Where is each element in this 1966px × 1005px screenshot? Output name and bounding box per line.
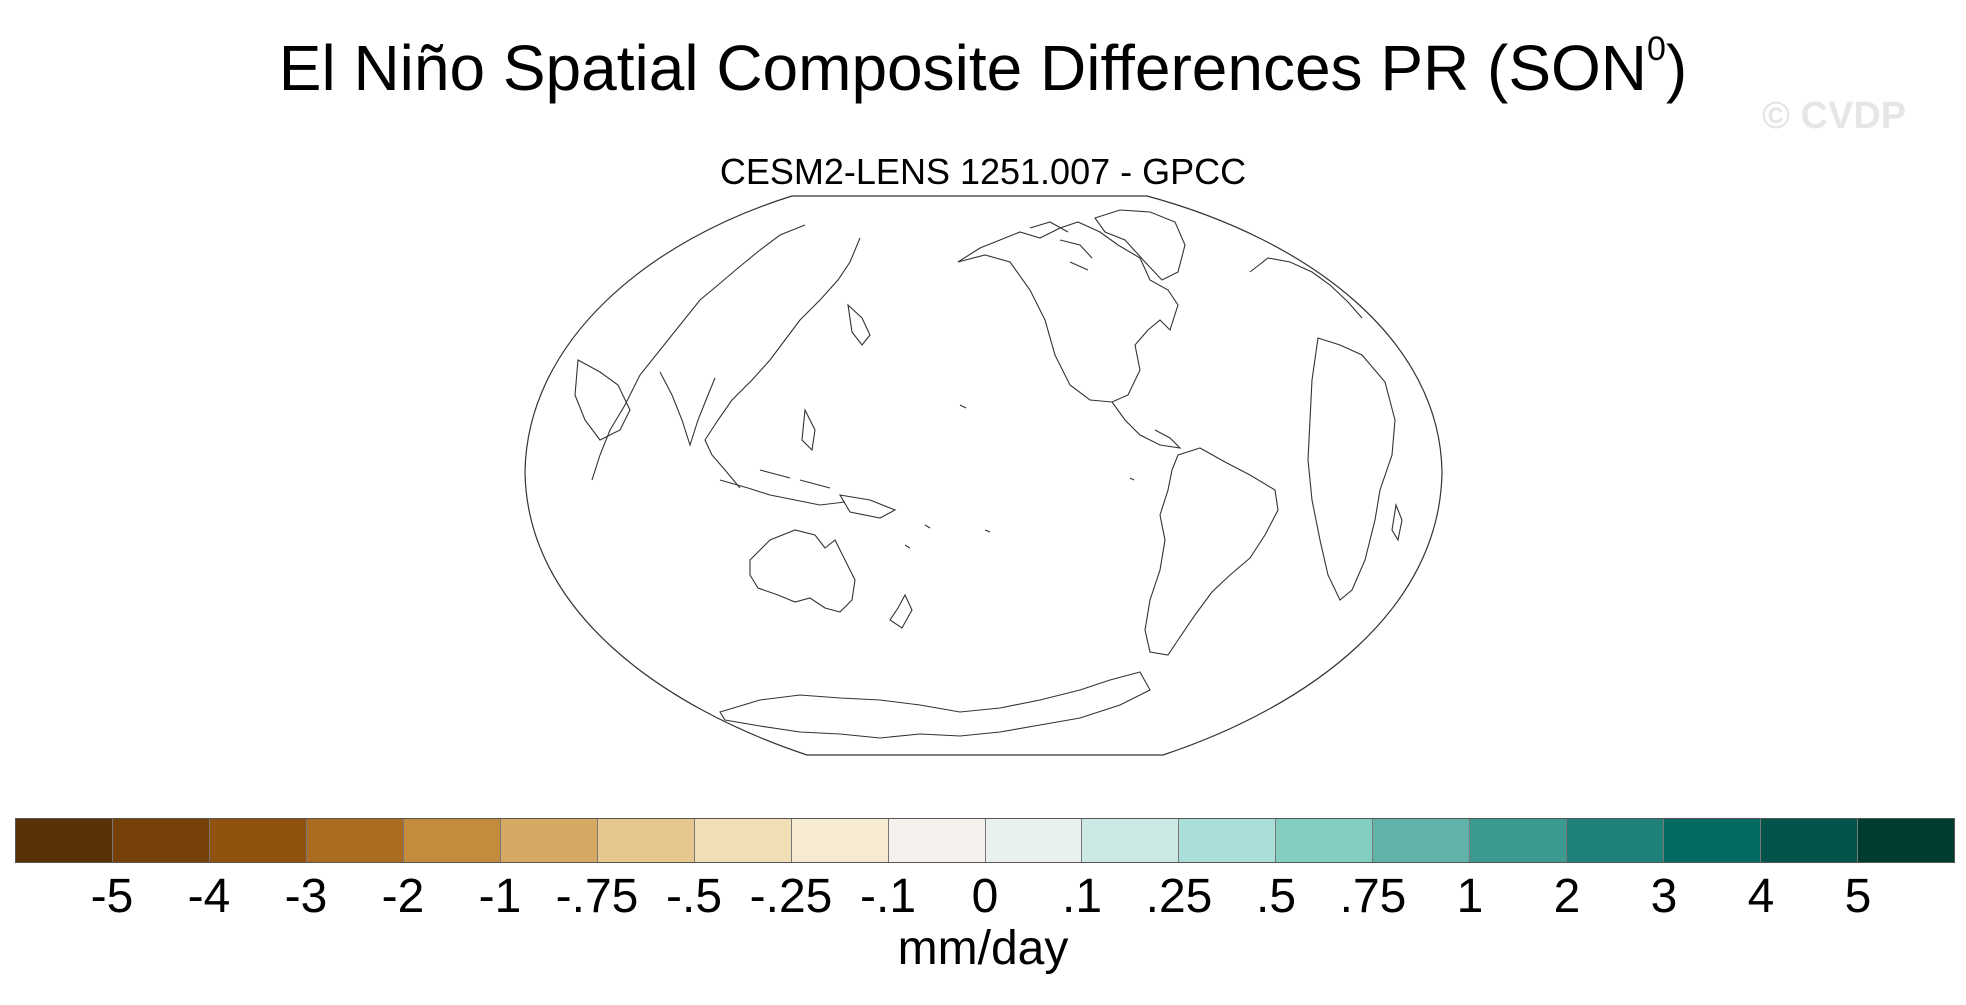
south-america-coast bbox=[1144, 447, 1279, 656]
title-main: El Niño Spatial Composite Differences PR… bbox=[278, 32, 1647, 104]
colorbar-tick-label: -.25 bbox=[749, 870, 833, 923]
map-boundary bbox=[524, 195, 1443, 756]
page-title: El Niño Spatial Composite Differences PR… bbox=[0, 30, 1966, 106]
australia-coast bbox=[749, 529, 856, 613]
colorbar-box bbox=[209, 819, 307, 862]
colorbar-box bbox=[16, 819, 113, 862]
central-america-coast bbox=[1111, 401, 1182, 449]
colorbar-tick-label: .5 bbox=[1255, 870, 1297, 923]
colorbar-tick-label: 2 bbox=[1553, 870, 1581, 923]
colorbar-box bbox=[1276, 819, 1374, 862]
colorbar-tick-label: 1 bbox=[1456, 870, 1484, 923]
colorbar-tick-label: -4 bbox=[187, 870, 231, 923]
colorbar-box bbox=[888, 819, 986, 862]
colorbar-box bbox=[1470, 819, 1568, 862]
colorbar-box bbox=[112, 819, 210, 862]
new-zealand-coast bbox=[889, 593, 913, 629]
colorbar bbox=[15, 818, 1955, 863]
colorbar-tick-label: -.5 bbox=[665, 870, 723, 923]
panel-subtitle: CESM2-LENS 1251.007 - GPCC bbox=[719, 151, 1247, 192]
pacific-islands bbox=[904, 404, 1135, 549]
colorbar-box bbox=[1082, 819, 1180, 862]
india-coast bbox=[659, 371, 716, 447]
madagascar-coast bbox=[1391, 502, 1403, 542]
colorbar-box bbox=[1179, 819, 1277, 862]
colorbar-tick-label: -3 bbox=[284, 870, 328, 923]
colorbar-box bbox=[1567, 819, 1665, 862]
cvdp-watermark: © CVDP bbox=[1762, 95, 1907, 137]
antarctica-coast bbox=[719, 671, 1151, 739]
colorbar-tick-label: -.75 bbox=[555, 870, 639, 923]
colorbar-box bbox=[791, 819, 889, 862]
africa-coast bbox=[1307, 337, 1396, 601]
colorbar-box bbox=[306, 819, 404, 862]
east-asia-coast bbox=[704, 237, 861, 489]
colorbar-tick-label: .75 bbox=[1339, 870, 1407, 923]
colorbar-box bbox=[1761, 819, 1859, 862]
new-guinea-coast bbox=[838, 494, 897, 519]
colorbar-tick-label: 5 bbox=[1844, 870, 1872, 923]
colorbar-box bbox=[1373, 819, 1471, 862]
colorbar-box bbox=[403, 819, 501, 862]
arctic-islands-coast bbox=[1029, 221, 1093, 271]
indonesia-coast bbox=[719, 469, 846, 506]
colorbar-box bbox=[597, 819, 695, 862]
colorbar-box bbox=[1858, 819, 1955, 862]
colorbar-tick-label: -5 bbox=[90, 870, 134, 923]
philippines-coast bbox=[801, 408, 816, 452]
colorbar-tick-label: .25 bbox=[1145, 870, 1213, 923]
colorbar-tick-label: -2 bbox=[381, 870, 425, 923]
asia-coast bbox=[591, 224, 806, 481]
europe-coast bbox=[1249, 257, 1363, 319]
colorbar-tick-label: .1 bbox=[1061, 870, 1103, 923]
colorbar-box bbox=[985, 819, 1083, 862]
colorbar-tick-label: -.1 bbox=[859, 870, 917, 923]
colorbar-box bbox=[1664, 819, 1762, 862]
title-close: ) bbox=[1665, 32, 1688, 104]
colorbar-box bbox=[500, 819, 598, 862]
colorbar-tick-label: -1 bbox=[478, 870, 522, 923]
colorbar-tick-label: 0 bbox=[971, 870, 999, 923]
greenland-coast bbox=[1094, 209, 1186, 281]
colorbar-units: mm/day bbox=[897, 922, 1069, 975]
colorbar-box bbox=[694, 819, 792, 862]
title-superscript: 0 bbox=[1647, 30, 1666, 68]
north-america-coast bbox=[957, 221, 1179, 403]
coastlines bbox=[574, 209, 1403, 739]
japan-coast bbox=[847, 303, 871, 346]
colorbar-tick-label: 3 bbox=[1650, 870, 1678, 923]
colorbar-labels: -5 -4 -3 -2 -1 -.75 -.5 -.25 -.1 0 .1 .25 .5 .75 1 2 3 4 5 bbox=[0, 868, 1966, 928]
arabia-coast bbox=[574, 359, 631, 441]
colorbar-tick-label: 4 bbox=[1747, 870, 1775, 923]
